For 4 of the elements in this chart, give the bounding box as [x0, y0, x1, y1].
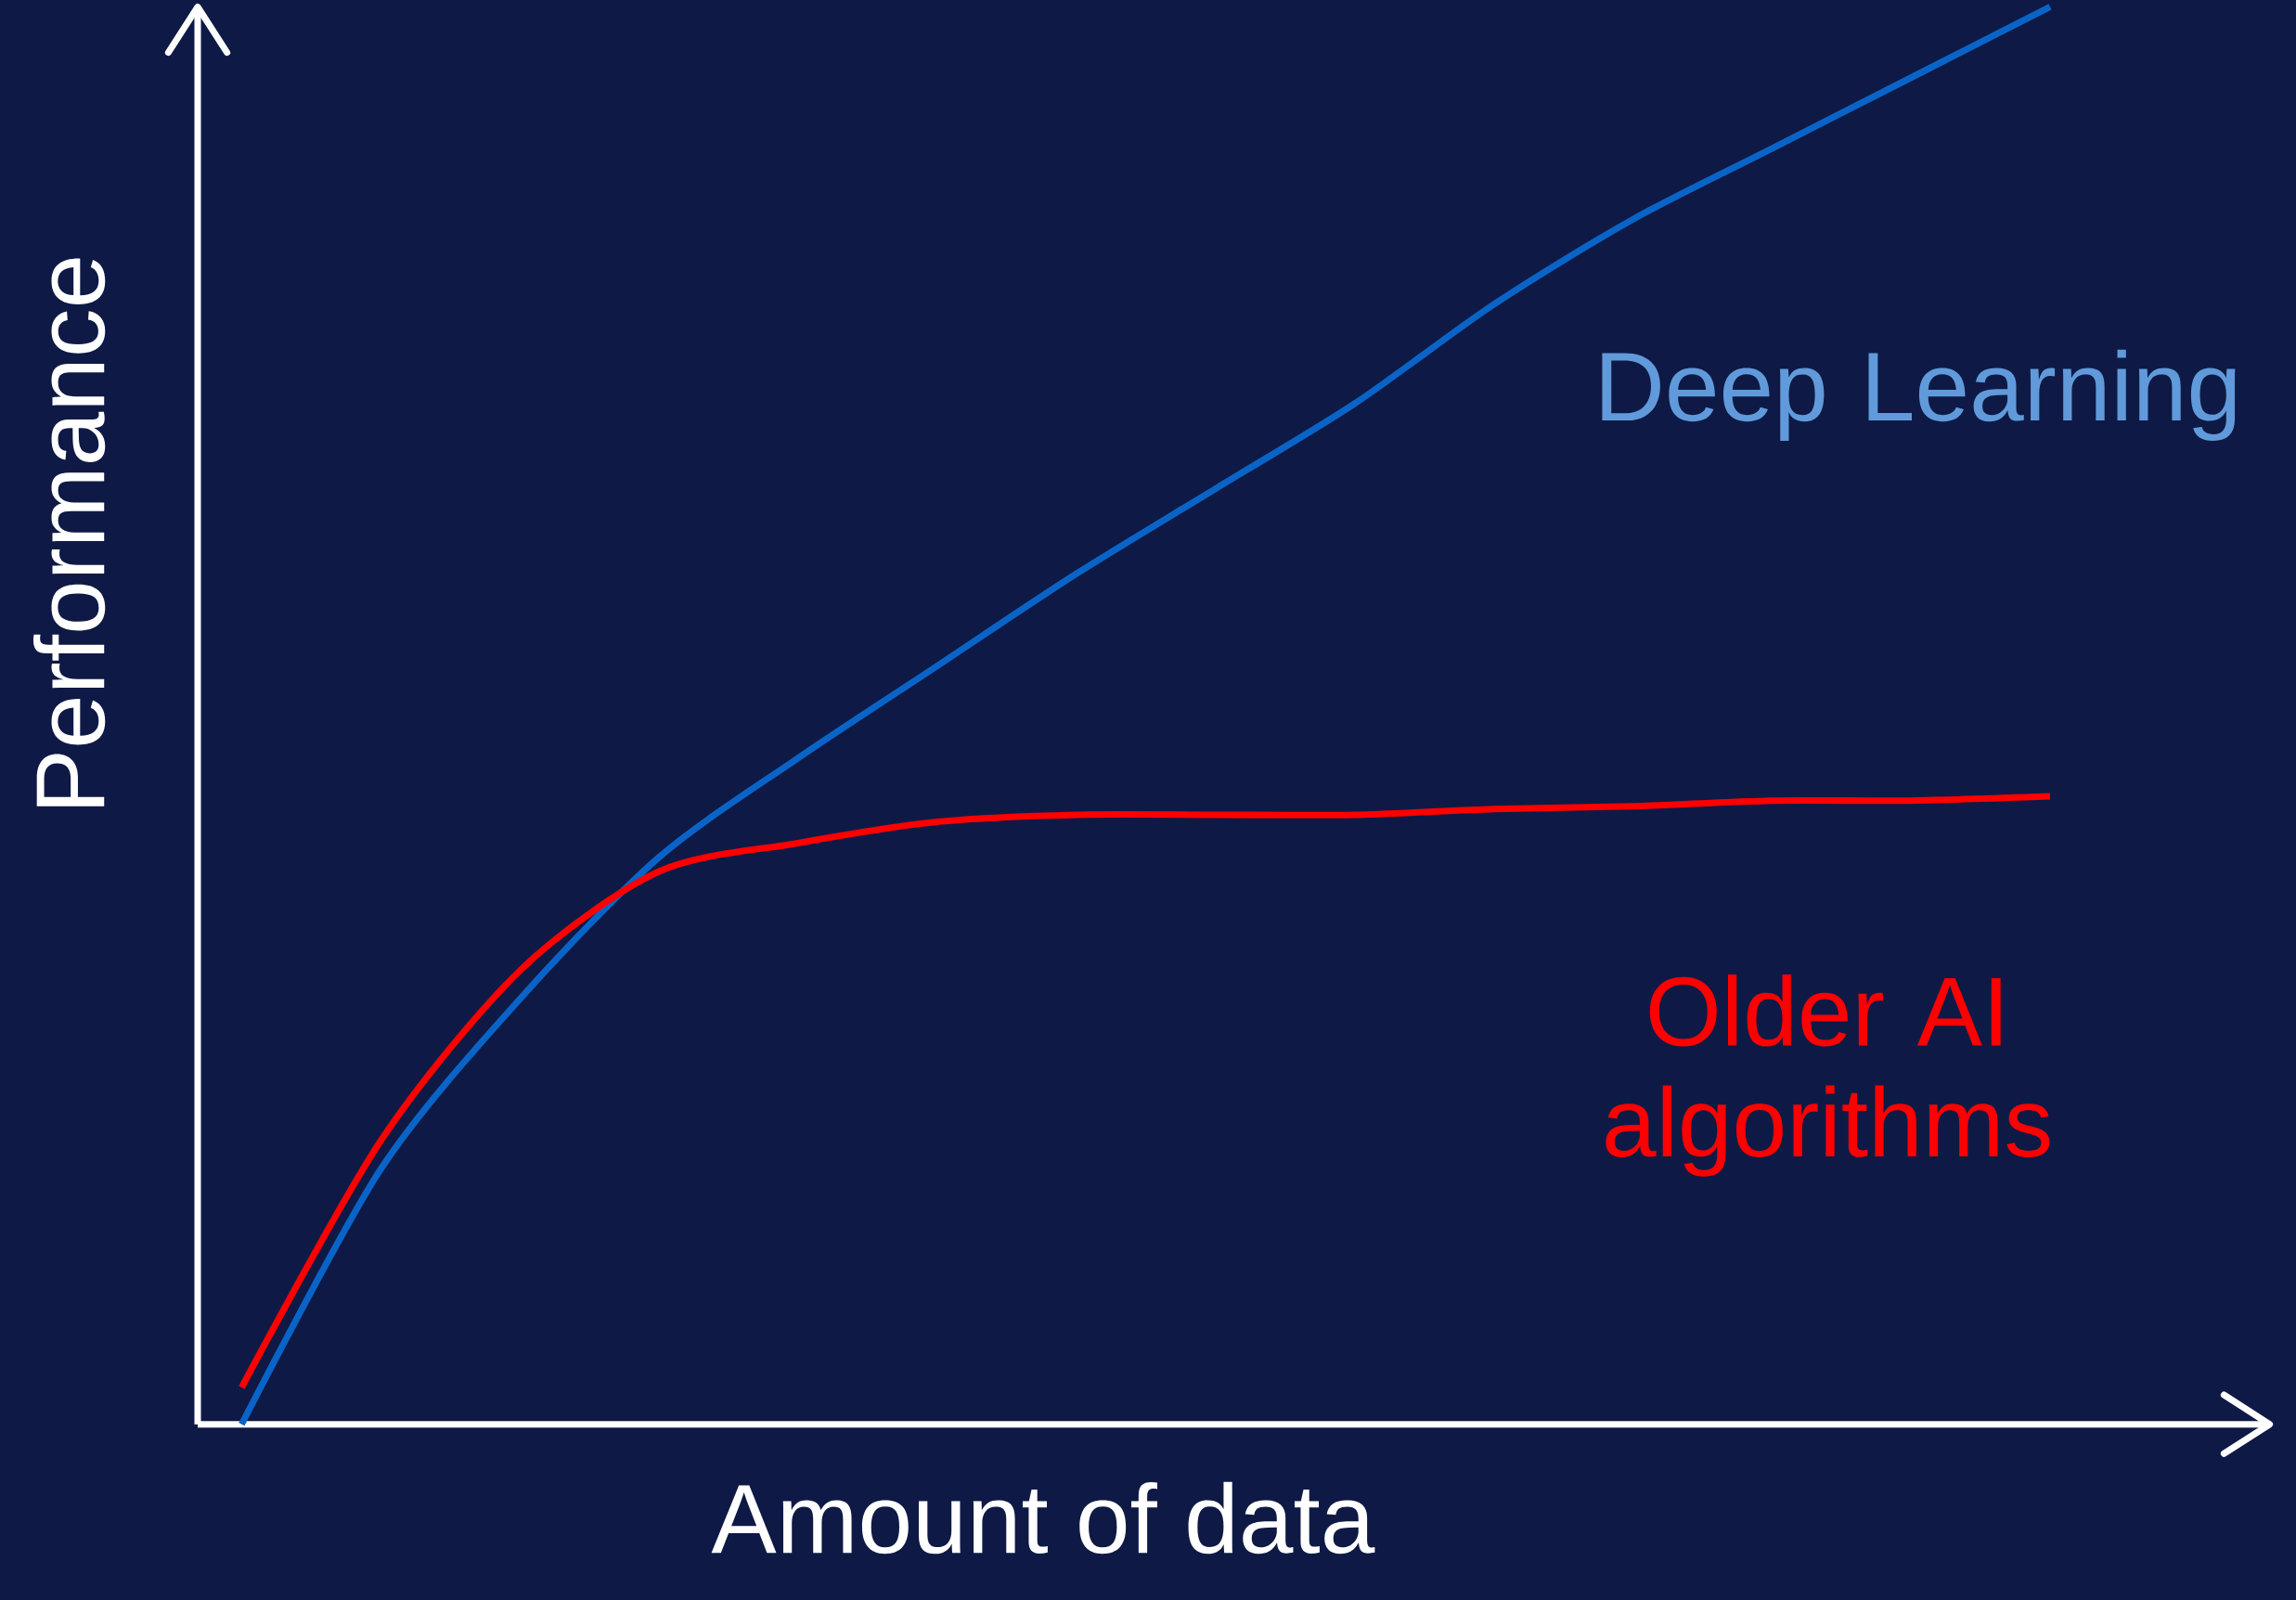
x-axis-title: Amount of data [711, 1481, 1375, 1555]
series-label: Older AI algorithms [1606, 974, 2050, 1177]
y-axis-title: Performance [32, 258, 106, 806]
series-label: Deep Learning [1602, 349, 2236, 441]
